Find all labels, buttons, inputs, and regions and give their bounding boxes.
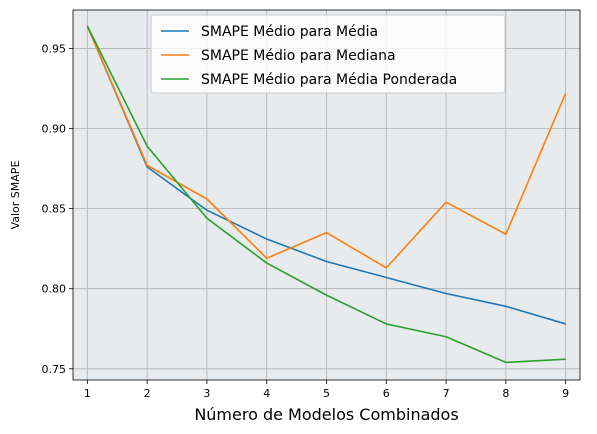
x-tick-label: 1	[84, 387, 91, 400]
legend-label-2: SMAPE Médio para Mediana	[201, 48, 396, 64]
y-tick-label: 0.95	[42, 42, 67, 55]
x-tick-label: 4	[263, 387, 270, 400]
x-tick-label: 7	[443, 387, 450, 400]
y-tick-label: 0.90	[42, 123, 67, 136]
series-line-1	[86, 25, 566, 325]
series-line-3	[86, 25, 566, 364]
y-tick-label: 0.85	[42, 203, 67, 216]
legend-label-1: SMAPE Médio para Média	[201, 24, 378, 40]
x-tick-label: 5	[323, 387, 330, 400]
x-tick-label: 2	[144, 387, 151, 400]
legend: SMAPE Médio para Média SMAPE Médio para M…	[150, 14, 506, 94]
x-tick-label: 9	[562, 387, 569, 400]
series-lines	[86, 25, 567, 364]
x-tick-label: 6	[383, 387, 390, 400]
legend-box	[150, 14, 506, 94]
legend-label-3: SMAPE Médio para Média Ponderada	[201, 72, 457, 88]
y-tick-label: 0.75	[42, 363, 67, 376]
y-tick-label: 0.80	[42, 283, 67, 296]
x-axis-label: Número de Modelos Combinados	[194, 405, 458, 424]
series-line-2	[86, 25, 567, 269]
axis-ticks: 1 2 3 4 5 6 7 8 9 0.75 0.80 0.85 0.90 0.95	[42, 42, 570, 400]
x-tick-label: 3	[203, 387, 210, 400]
x-tick-label: 8	[502, 387, 509, 400]
y-axis-label: Valor SMAPE	[9, 161, 22, 230]
